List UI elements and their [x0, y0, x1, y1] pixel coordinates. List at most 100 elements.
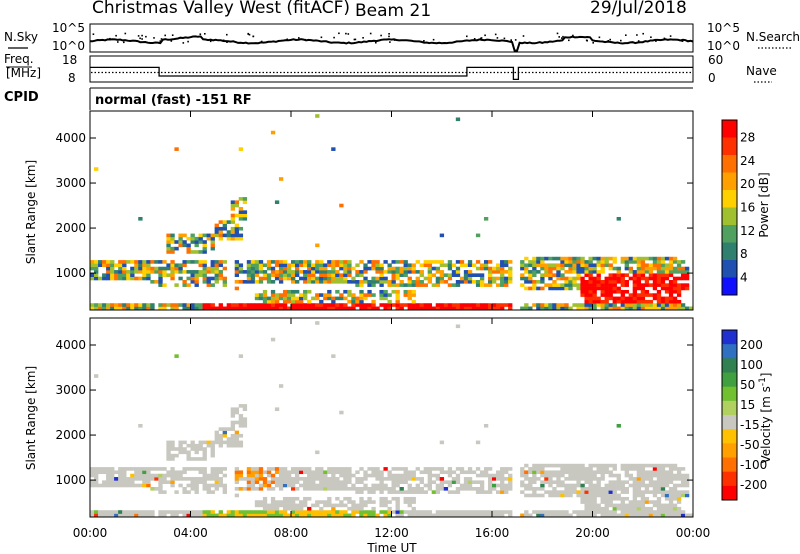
power-cell: [596, 276, 601, 281]
power-cell: [496, 270, 501, 274]
velocity-cell: [387, 490, 392, 494]
velocity-cell: [166, 473, 171, 478]
power-cell: [644, 263, 650, 268]
velocity-cell: [427, 470, 432, 475]
velocity-cell: [174, 470, 179, 475]
velocity-cell: [608, 487, 613, 491]
velocity-cell: [102, 513, 107, 518]
power-cell: [572, 260, 577, 264]
velocity-cell: [270, 480, 276, 484]
velocity-cell: [684, 477, 690, 481]
power-cell: [636, 256, 642, 261]
velocity-cell: [94, 513, 99, 518]
power-cell: [548, 283, 553, 287]
velocity-cell: [672, 503, 678, 508]
power-cell: [270, 130, 276, 135]
power-cell: [676, 303, 682, 307]
velocity-cell: [564, 470, 569, 475]
power-cell: [234, 230, 240, 234]
power-cell: [596, 280, 601, 284]
y-tick-label: 4000: [55, 131, 86, 145]
velocity-cell: [508, 510, 513, 514]
velocity-cell: [250, 483, 256, 488]
power-cell: [588, 270, 593, 274]
power-cell: [439, 276, 445, 281]
velocity-cell: [90, 513, 95, 518]
noise-dot: [558, 36, 560, 38]
power-cell: [592, 306, 597, 311]
velocity-cell: [327, 480, 332, 484]
power-cell: [214, 270, 219, 274]
noise-dot: [124, 32, 127, 35]
velocity-cell: [467, 483, 473, 488]
velocity-cell: [282, 473, 288, 478]
power-cell: [419, 263, 424, 268]
velocity-cell: [644, 463, 650, 468]
velocity-cell: [463, 487, 469, 491]
velocity-cell: [202, 510, 207, 514]
velocity-cell: [632, 480, 638, 484]
power-cell: [250, 303, 256, 307]
power-cell: [110, 266, 115, 271]
power-cell: [327, 303, 332, 307]
velocity-cell: [162, 473, 167, 478]
velocity-cell: [98, 510, 103, 514]
power-cell: [206, 266, 211, 271]
noise-dot: [598, 36, 601, 39]
velocity-cell: [114, 483, 119, 488]
velocity-cell: [544, 463, 549, 468]
velocity-cell: [443, 480, 449, 484]
velocity-cell: [447, 483, 453, 488]
velocity-cell: [560, 463, 565, 468]
power-cell: [604, 306, 609, 311]
power-cell: [266, 306, 272, 311]
power-cell: [266, 299, 272, 304]
noise-dot: [642, 32, 644, 35]
velocity-cell: [303, 467, 308, 471]
velocity-cell: [282, 470, 288, 475]
velocity-cell: [640, 503, 646, 508]
velocity-cell: [230, 437, 236, 441]
frequency-series-line: [90, 66, 693, 81]
velocity-cell: [270, 500, 276, 504]
power-cell: [620, 256, 625, 261]
power-cell: [423, 303, 428, 307]
velocity-cell: [492, 510, 497, 514]
velocity-cell: [548, 490, 553, 494]
velocity-cell: [182, 510, 187, 514]
power-cell: [270, 280, 276, 284]
power-cell: [548, 276, 553, 281]
velocity-cell: [616, 496, 621, 501]
power-cell: [282, 299, 288, 304]
power-cell: [403, 293, 408, 297]
power-cell: [114, 303, 119, 307]
power-cell: [560, 303, 565, 307]
power-cell: [439, 306, 445, 311]
power-cell: [331, 263, 336, 268]
velocity-cell: [439, 513, 445, 518]
power-cell: [427, 306, 432, 311]
power-cell: [447, 263, 453, 268]
power-cell: [668, 296, 674, 301]
power-cell: [315, 280, 320, 284]
velocity-cell: [455, 473, 461, 478]
velocity-cell: [672, 493, 678, 498]
power-cell: [379, 303, 384, 307]
power-cell: [487, 270, 493, 274]
velocity-cell: [379, 510, 384, 514]
power-cell: [644, 293, 650, 297]
noise-dot: [298, 37, 300, 39]
velocity-cell: [487, 467, 493, 471]
power-cell: [339, 303, 344, 307]
power-cell: [170, 236, 175, 241]
velocity-cell: [178, 440, 183, 445]
power-cell: [118, 273, 123, 277]
power-cell: [190, 276, 195, 281]
velocity-cell: [604, 496, 609, 501]
power-cell: [584, 283, 589, 287]
power-cell: [479, 273, 485, 277]
velocity-cell: [684, 473, 690, 478]
velocity-cell: [254, 467, 260, 471]
velocity-cell: [194, 487, 199, 491]
power-cell: [616, 216, 621, 221]
